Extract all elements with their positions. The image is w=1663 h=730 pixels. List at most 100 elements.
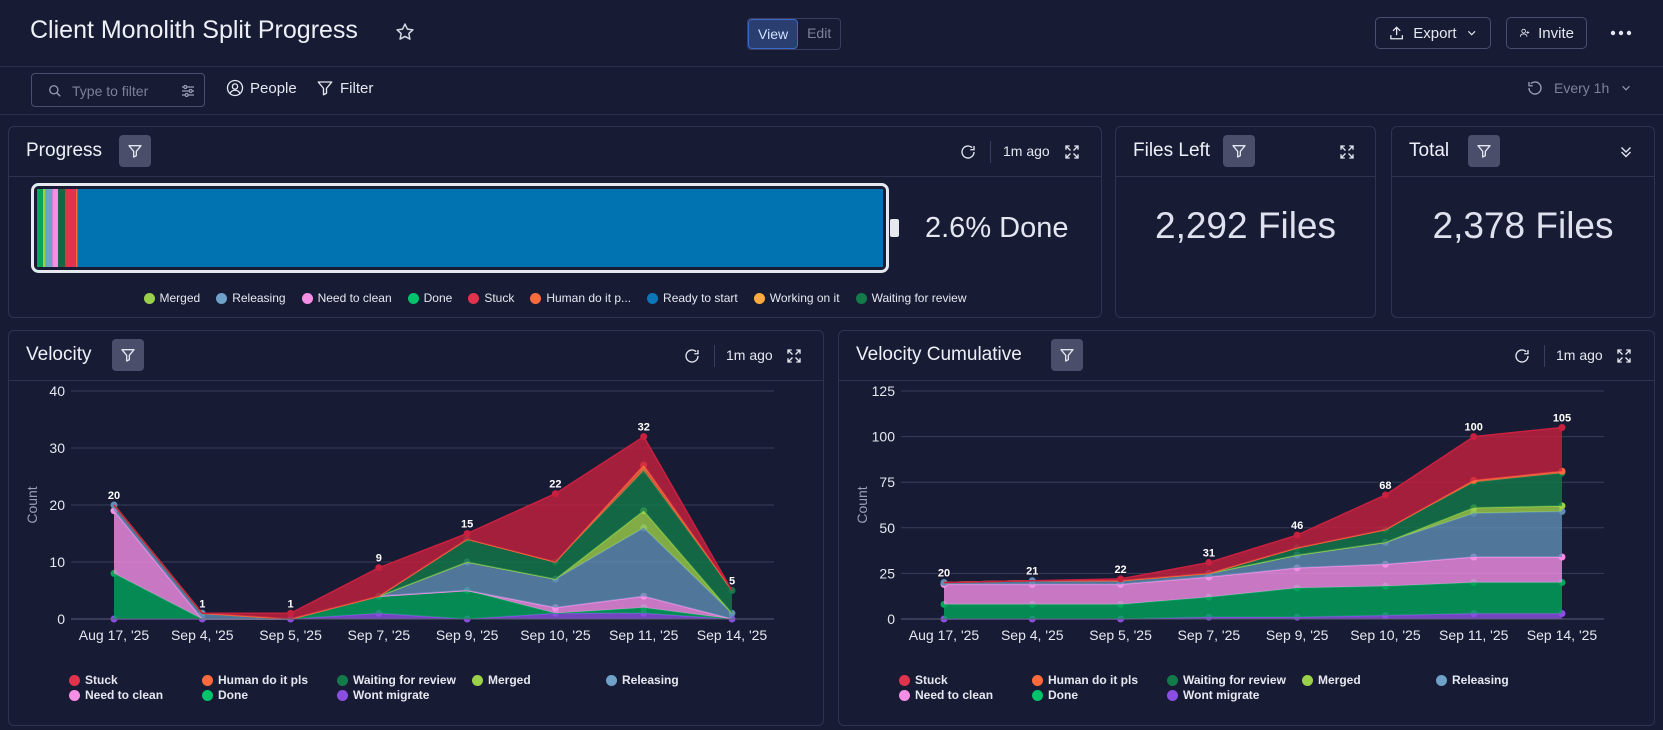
invite-button[interactable]: Invite bbox=[1506, 17, 1587, 49]
area-series-done bbox=[114, 573, 732, 619]
more-options-icon[interactable] bbox=[1610, 20, 1632, 44]
legend-item-releasing[interactable]: Releasing bbox=[216, 291, 286, 305]
total-data-label: 20 bbox=[108, 490, 120, 502]
progress-updated: 1m ago bbox=[1003, 143, 1050, 159]
legend-label: Waiting for review bbox=[871, 291, 967, 305]
data-point-stuck[interactable] bbox=[1117, 575, 1125, 583]
export-button[interactable]: Export bbox=[1375, 17, 1491, 49]
progress-segment-stuck[interactable] bbox=[64, 189, 76, 267]
data-point-releasing[interactable] bbox=[940, 579, 948, 587]
expand-icon[interactable] bbox=[1338, 143, 1356, 161]
battery-segments bbox=[37, 189, 883, 267]
legend-item-waiting-for-review[interactable]: Waiting for review bbox=[855, 291, 967, 305]
upload-icon bbox=[1390, 26, 1404, 40]
progress-segment-need-to-clean[interactable] bbox=[52, 189, 59, 267]
legend-item-ready-to-start[interactable]: Ready to start bbox=[647, 291, 738, 305]
refresh-icon[interactable] bbox=[683, 347, 701, 365]
edit-toggle[interactable]: Edit bbox=[807, 25, 832, 41]
divider bbox=[1544, 345, 1545, 367]
collapse-icon[interactable] bbox=[1617, 143, 1635, 161]
legend-item-done[interactable]: Done bbox=[202, 688, 248, 702]
view-toggle[interactable]: View bbox=[748, 19, 799, 49]
invite-label: Invite bbox=[1538, 24, 1574, 42]
data-point-stuck[interactable] bbox=[551, 490, 559, 498]
data-point-stuck[interactable] bbox=[1381, 491, 1389, 499]
legend-item-done[interactable]: Done bbox=[1032, 688, 1078, 702]
total-data-label: 1 bbox=[199, 598, 205, 610]
refresh-icon[interactable] bbox=[1513, 347, 1531, 365]
progress-filter-button[interactable] bbox=[119, 135, 151, 167]
data-point-stuck[interactable] bbox=[640, 433, 648, 441]
legend-item-stuck[interactable]: Stuck bbox=[468, 291, 514, 305]
legend-item-waiting-for-review[interactable]: Waiting for review bbox=[337, 673, 456, 687]
files-left-filter-button[interactable] bbox=[1223, 135, 1255, 167]
battery-cap bbox=[890, 219, 899, 237]
legend-item-need-to-clean[interactable]: Need to clean bbox=[69, 688, 163, 702]
filter-icon bbox=[317, 81, 333, 96]
legend-item-stuck[interactable]: Stuck bbox=[899, 673, 948, 687]
legend-item-working-on-it[interactable]: Working on it bbox=[753, 291, 840, 305]
top-bar: Client Monolith Split Progress View Edit… bbox=[0, 0, 1663, 67]
progress-segment-releasing[interactable] bbox=[45, 189, 53, 267]
data-point-stuck[interactable] bbox=[463, 530, 471, 537]
legend-label: Releasing bbox=[232, 291, 286, 305]
legend-item-merged[interactable]: Merged bbox=[1302, 673, 1361, 687]
legend-item-waiting-for-review[interactable]: Waiting for review bbox=[1167, 673, 1286, 687]
progress-segment-waiting-for-review[interactable] bbox=[58, 189, 65, 267]
data-point-stuck[interactable] bbox=[375, 564, 383, 572]
legend-label: Done bbox=[1048, 688, 1078, 702]
legend-item-human-do-it-p[interactable]: Human do it p... bbox=[530, 291, 631, 305]
progress-segment-merged[interactable] bbox=[42, 189, 46, 267]
search-input[interactable]: Type to filter bbox=[31, 73, 205, 107]
refresh-icon bbox=[1528, 81, 1542, 95]
legend-label: Working on it bbox=[769, 291, 840, 305]
expand-icon[interactable] bbox=[1615, 347, 1633, 365]
total-data-label: 22 bbox=[1114, 564, 1126, 576]
legend-item-human-do-it-pls[interactable]: Human do it pls bbox=[1032, 673, 1138, 687]
legend-item-need-to-clean[interactable]: Need to clean bbox=[899, 688, 993, 702]
data-point-stuck[interactable] bbox=[1293, 531, 1301, 539]
progress-segment-human-do-it-pls[interactable] bbox=[75, 189, 78, 267]
auto-refresh-select[interactable]: Every 1h bbox=[1526, 79, 1633, 97]
people-filter-button[interactable]: People bbox=[226, 79, 297, 97]
legend-item-need-to-clean[interactable]: Need to clean bbox=[301, 291, 392, 305]
legend-dot bbox=[337, 674, 348, 686]
legend-item-wont-migrate[interactable]: Wont migrate bbox=[1167, 688, 1259, 702]
legend-item-releasing[interactable]: Releasing bbox=[606, 673, 679, 687]
legend-item-done[interactable]: Done bbox=[407, 291, 452, 305]
data-point-stuck[interactable] bbox=[287, 609, 295, 617]
star-icon[interactable] bbox=[395, 22, 415, 42]
legend-item-wont-migrate[interactable]: Wont migrate bbox=[337, 688, 429, 702]
x-tick-label: Sep 11, '25 bbox=[1439, 627, 1509, 643]
legend-item-human-do-it-pls[interactable]: Human do it pls bbox=[202, 673, 308, 687]
divider bbox=[990, 141, 991, 163]
data-point-stuck[interactable] bbox=[1470, 433, 1478, 441]
expand-icon[interactable] bbox=[785, 347, 803, 365]
velocity-cumulative-filter-button[interactable] bbox=[1051, 339, 1083, 371]
person-icon bbox=[226, 79, 244, 97]
legend-dot bbox=[1167, 689, 1178, 701]
refresh-icon[interactable] bbox=[959, 143, 977, 161]
expand-icon[interactable] bbox=[1063, 143, 1081, 161]
legend-item-stuck[interactable]: Stuck bbox=[69, 673, 118, 687]
progress-segment-done[interactable] bbox=[37, 189, 43, 267]
filter-button[interactable]: Filter bbox=[316, 79, 373, 97]
total-data-label: 1 bbox=[288, 598, 294, 610]
filter-settings-icon[interactable] bbox=[180, 83, 196, 99]
data-point-stuck[interactable] bbox=[1558, 423, 1566, 431]
legend-item-merged[interactable]: Merged bbox=[472, 673, 531, 687]
total-data-label: 22 bbox=[549, 479, 561, 491]
export-label: Export bbox=[1413, 24, 1457, 42]
legend-item-merged[interactable]: Merged bbox=[143, 291, 200, 305]
velocity-cumulative-header: Velocity Cumulative 1m ago bbox=[839, 331, 1654, 381]
filter-icon bbox=[128, 145, 142, 158]
data-point-stuck[interactable] bbox=[1205, 558, 1213, 566]
y-tick-label: 125 bbox=[872, 383, 896, 399]
legend-dot bbox=[1436, 674, 1447, 686]
legend-item-releasing[interactable]: Releasing bbox=[1436, 673, 1509, 687]
total-filter-button[interactable] bbox=[1468, 135, 1500, 167]
legend-label: Releasing bbox=[1452, 673, 1509, 687]
progress-segment-ready-to-start[interactable] bbox=[77, 189, 883, 267]
area-series-wont-migrate bbox=[114, 613, 732, 619]
velocity-filter-button[interactable] bbox=[112, 339, 144, 371]
